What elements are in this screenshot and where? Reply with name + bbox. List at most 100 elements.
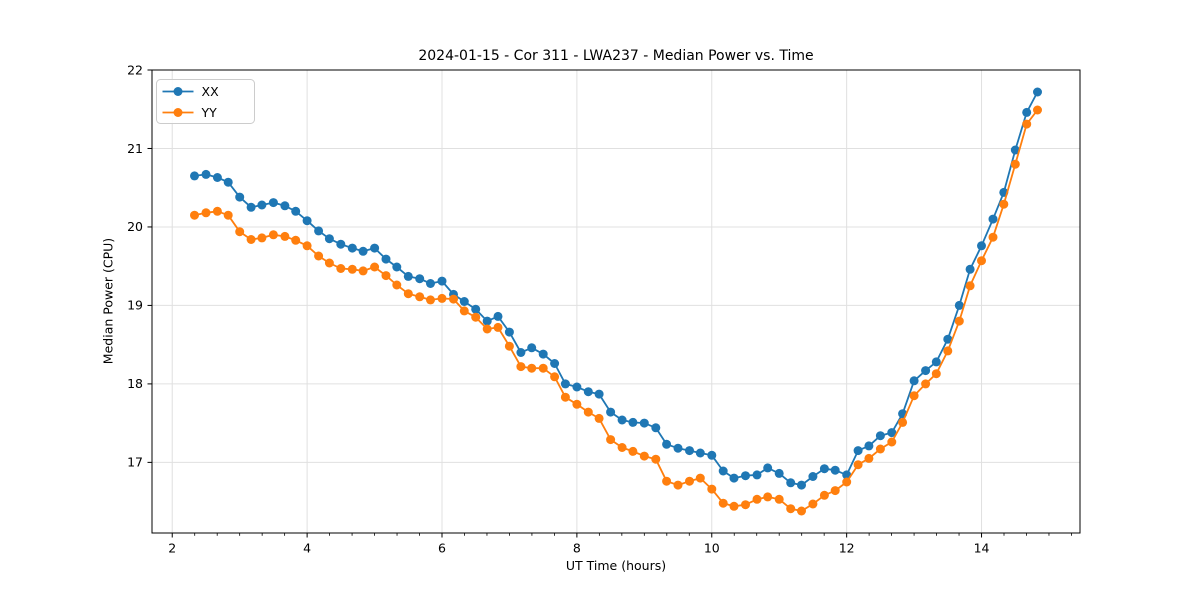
data-point <box>639 418 649 428</box>
legend-label: XX <box>202 84 220 99</box>
x-tick-label: 8 <box>573 541 581 556</box>
data-point <box>482 324 492 334</box>
data-point <box>808 472 818 481</box>
data-point <box>223 177 233 187</box>
data-point <box>752 470 762 480</box>
data-point <box>594 389 604 399</box>
data-point <box>639 451 649 461</box>
data-point <box>921 366 931 376</box>
data-point <box>403 271 413 281</box>
data-point <box>201 208 211 218</box>
data-point <box>1022 107 1032 117</box>
data-point <box>695 473 705 483</box>
data-point <box>268 230 278 240</box>
data-point <box>235 192 245 202</box>
data-point <box>449 294 458 304</box>
data-point <box>718 466 728 476</box>
data-point <box>988 232 998 242</box>
data-point <box>887 437 897 447</box>
series-YY-markers <box>190 105 1042 516</box>
legend-item-YY: YY <box>162 105 217 120</box>
data-point <box>223 210 233 220</box>
data-point <box>302 241 312 251</box>
data-point <box>707 450 717 460</box>
data-point <box>763 463 773 473</box>
data-point <box>415 292 425 302</box>
data-point <box>392 280 402 290</box>
data-point <box>707 484 717 494</box>
data-point <box>550 372 560 382</box>
data-point <box>257 233 267 243</box>
data-point <box>437 276 447 286</box>
data-point <box>291 206 301 216</box>
data-point <box>527 363 537 373</box>
data-point <box>685 446 694 456</box>
data-point <box>943 334 953 344</box>
data-point <box>538 363 548 373</box>
x-tick-label: 6 <box>438 541 446 556</box>
x-tick-label: 4 <box>303 541 311 556</box>
data-point <box>673 443 683 453</box>
legend-item-XX: XX <box>162 84 220 99</box>
data-point <box>257 200 267 210</box>
data-point <box>774 494 784 504</box>
data-point <box>898 417 908 427</box>
y-tick-label: 18 <box>127 376 143 391</box>
data-point <box>1022 119 1032 129</box>
data-point <box>752 494 762 504</box>
data-point <box>628 417 638 427</box>
data-point <box>606 407 616 417</box>
data-point <box>1033 87 1042 97</box>
data-point <box>560 392 570 402</box>
y-tick-label: 19 <box>127 298 143 313</box>
data-point <box>560 379 570 389</box>
data-point <box>685 476 694 486</box>
data-point <box>392 262 402 272</box>
data-point <box>493 322 503 332</box>
data-point <box>819 464 829 474</box>
data-point <box>797 506 806 516</box>
data-point <box>527 343 537 353</box>
data-point <box>853 460 863 470</box>
x-tick-label: 2 <box>168 541 176 556</box>
data-point <box>268 198 278 208</box>
data-point <box>830 486 840 496</box>
data-point <box>741 500 750 510</box>
data-point <box>347 243 357 253</box>
y-tick-label: 22 <box>127 62 143 77</box>
data-point <box>347 264 357 274</box>
legend: XX YY <box>156 79 255 124</box>
data-point <box>1033 105 1042 115</box>
data-point <box>842 477 852 487</box>
data-point <box>864 453 874 463</box>
data-point <box>977 241 986 251</box>
data-point <box>763 492 773 502</box>
data-point <box>909 391 919 401</box>
x-axis-label: UT Time (hours) <box>565 558 667 573</box>
series-YY-line <box>193 109 1039 512</box>
data-point <box>459 297 469 306</box>
x-tick-label: 14 <box>974 541 990 556</box>
data-point <box>370 243 380 253</box>
data-point <box>336 239 346 249</box>
data-point <box>516 348 526 357</box>
data-point <box>651 454 661 464</box>
data-point <box>314 251 324 261</box>
data-point <box>426 295 435 305</box>
data-point <box>954 316 964 326</box>
data-point <box>314 226 324 236</box>
data-point <box>617 415 627 425</box>
y-tick-label: 17 <box>127 455 143 470</box>
data-point <box>954 300 964 310</box>
data-point <box>797 480 806 490</box>
x-tick-label: 12 <box>839 541 855 556</box>
data-point <box>662 476 672 486</box>
data-point <box>594 413 604 423</box>
data-point <box>583 407 593 417</box>
legend-marker <box>173 87 183 96</box>
data-point <box>516 362 526 372</box>
data-point <box>246 202 256 212</box>
data-point <box>358 246 368 256</box>
data-point <box>617 443 627 452</box>
